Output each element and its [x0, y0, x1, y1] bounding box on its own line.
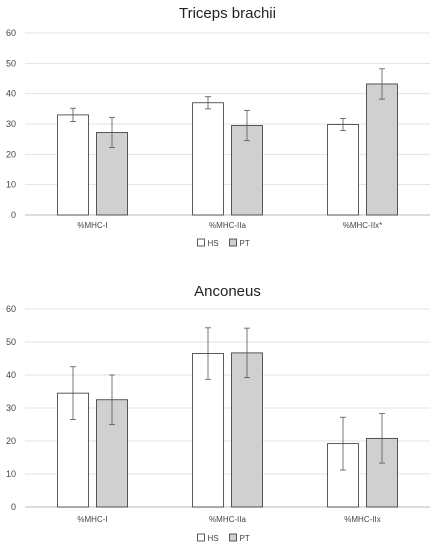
bar: [192, 102, 224, 216]
chart-title: Triceps brachii: [179, 5, 276, 22]
y-tick-label: 30: [6, 403, 16, 413]
legend-label: HS: [208, 239, 219, 248]
chart-panel-2: Anconeus 0 10 20 30 40 50 60 %MHC-I %MHC-IIa %MHC-…: [6, 283, 430, 543]
y-tick-label: 40: [6, 370, 16, 380]
x-category-label: %MHC-IIx: [344, 515, 380, 524]
x-category-label: %MHC-I: [77, 515, 107, 524]
y-tick-label: 40: [6, 89, 16, 99]
y-tick-label: 60: [6, 304, 16, 314]
legend-swatch: [229, 533, 237, 542]
y-tick-label: 10: [6, 469, 16, 479]
y-tick-label: 20: [6, 149, 16, 159]
chart-panel-1: Triceps brachii 0 10 20 30 40 50 60 %MHC-I %MHC-I…: [6, 5, 430, 248]
legend-swatch: [197, 533, 205, 542]
x-category-label: %MHC-IIx*: [343, 221, 383, 230]
x-category-label: %MHC-I: [77, 221, 107, 230]
bar: [231, 352, 263, 508]
y-tick-label: 30: [6, 119, 16, 129]
y-tick-label: 10: [6, 180, 16, 190]
legend-swatch: [229, 238, 237, 247]
bar: [366, 83, 398, 216]
chart-title: Anconeus: [194, 283, 261, 300]
y-tick-label: 0: [11, 210, 16, 220]
legend-label: PT: [240, 534, 250, 543]
y-tick-label: 0: [11, 502, 16, 512]
legend-label: PT: [240, 239, 250, 248]
bar: [327, 124, 359, 216]
bar: [57, 114, 89, 216]
legend-label: HS: [208, 534, 219, 543]
y-tick-label: 50: [6, 58, 16, 68]
x-category-label: %MHC-IIa: [209, 221, 246, 230]
y-tick-label: 50: [6, 337, 16, 347]
y-tick-label: 60: [6, 28, 16, 38]
legend-swatch: [197, 238, 205, 247]
y-tick-label: 20: [6, 436, 16, 446]
x-category-label: %MHC-IIa: [209, 515, 246, 524]
